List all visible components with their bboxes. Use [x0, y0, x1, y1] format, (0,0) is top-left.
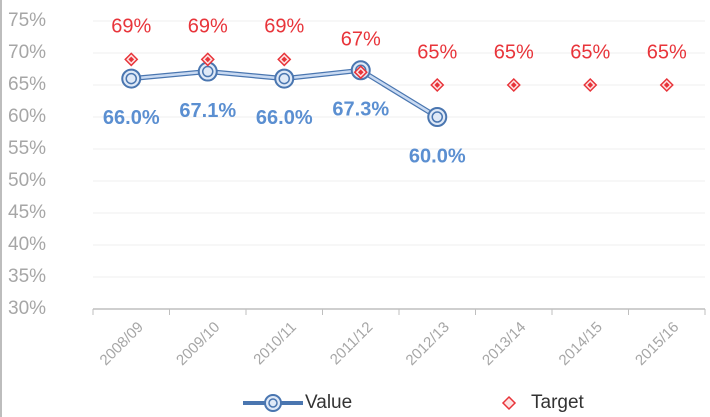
target-marker-inner	[357, 69, 364, 76]
value-marker-inner	[278, 72, 290, 85]
y-tick-label: 70%	[8, 42, 46, 63]
x-tick-label: 2009/10	[173, 319, 223, 369]
legend-target-marker	[501, 395, 517, 411]
y-tick-label: 50%	[8, 170, 46, 191]
value-marker	[121, 68, 142, 89]
target-marker-inner	[510, 82, 517, 88]
x-tick-label: 2008/09	[97, 319, 147, 369]
y-tick-label: 45%	[8, 202, 46, 223]
y-tick-label: 65%	[8, 74, 46, 95]
value-label: 66.0%	[103, 107, 160, 129]
target-label: 69%	[111, 16, 151, 38]
y-tick-label: 75%	[8, 10, 46, 31]
target-label: 65%	[647, 41, 687, 63]
value-label: 67.1%	[179, 100, 236, 122]
target-marker-inner	[587, 82, 594, 88]
legend-value-marker-inner	[268, 398, 278, 408]
target-label: 69%	[188, 16, 228, 38]
x-tick-label: 2014/15	[556, 319, 606, 369]
x-tick-label: 2015/16	[632, 319, 682, 369]
value-marker	[274, 68, 295, 89]
value-marker-inner	[431, 111, 443, 123]
y-tick-label: 30%	[8, 298, 46, 319]
target-label: 65%	[494, 41, 534, 63]
target-marker-inner	[434, 82, 441, 88]
y-tick-label: 40%	[8, 234, 46, 255]
value-label: 66.0%	[256, 107, 313, 129]
value-marker	[427, 107, 448, 127]
y-tick-label: 60%	[8, 106, 46, 127]
x-tick-label: 2012/13	[403, 319, 453, 369]
target-label: 69%	[264, 16, 304, 38]
value-marker-inner	[202, 65, 214, 78]
legend-label: Value	[305, 392, 352, 413]
x-tick-label: 2010/11	[250, 319, 300, 369]
value-marker-inner	[125, 72, 137, 85]
value-label: 67.3%	[332, 99, 389, 121]
target-marker-inner	[663, 82, 670, 88]
x-tick-label: 2011/12	[327, 319, 377, 369]
legend-label: Target	[531, 392, 585, 413]
value-label: 60.0%	[409, 145, 466, 167]
y-tick-label: 55%	[8, 138, 46, 159]
target-label: 65%	[417, 41, 457, 63]
target-label: 67%	[341, 28, 381, 50]
target-label: 65%	[570, 41, 610, 63]
y-tick-label: 35%	[8, 266, 46, 287]
legend-value-marker	[264, 394, 282, 412]
x-tick-label: 2013/14	[479, 319, 529, 369]
